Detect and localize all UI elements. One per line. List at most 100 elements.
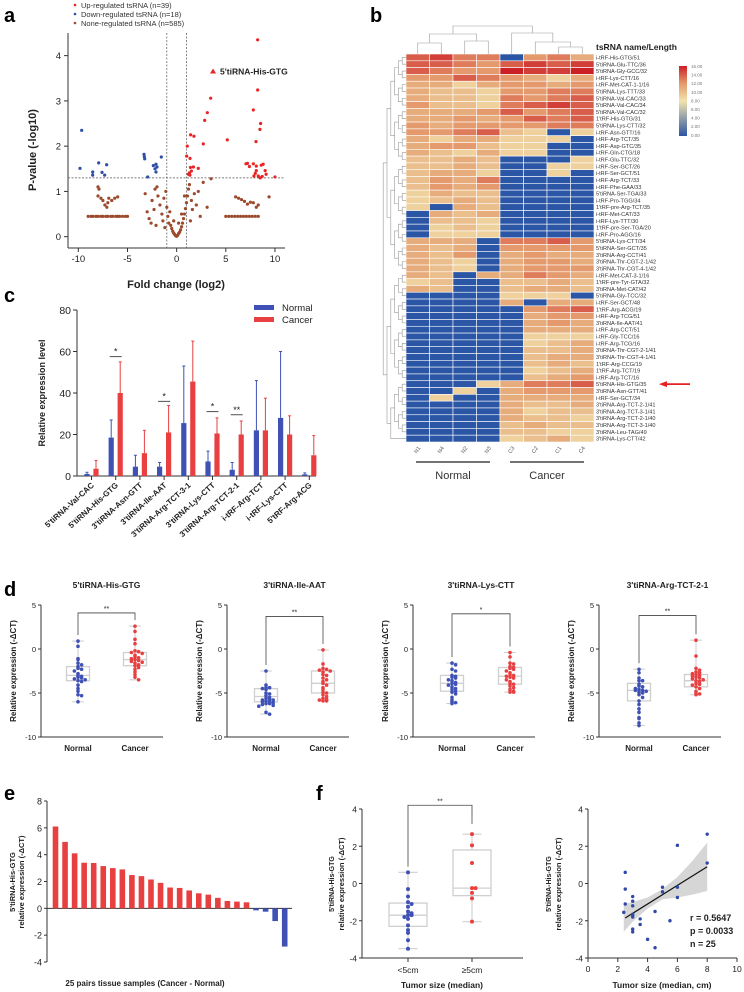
data-point: [406, 946, 410, 951]
heatmap-cell: [523, 128, 548, 136]
heatmap-cell: [429, 74, 454, 82]
heatmap-cell: [523, 312, 548, 320]
y-tick-label: -5: [29, 689, 36, 698]
dendrogram-branch: [401, 193, 406, 201]
row-label: i-tRF-Asp-GTC/35: [596, 144, 641, 150]
data-point: [317, 668, 322, 672]
data-point: [470, 843, 474, 848]
highlight-arrow-icon: [659, 381, 690, 388]
dendrogram-branch: [398, 114, 403, 130]
heatmap-cell: [452, 271, 477, 279]
heatmap-cell: [499, 360, 524, 368]
dendrogram-branch: [401, 111, 406, 119]
data-point: [78, 166, 82, 170]
legend-swatch: [254, 305, 274, 310]
data-point: [236, 196, 241, 200]
data-point: [637, 702, 641, 707]
heatmap-cell: [452, 264, 477, 273]
y-tick-label: 4: [352, 805, 357, 815]
data-point: [191, 165, 195, 169]
row-label: 5'tiRNA-Ser-GCT/35: [596, 246, 647, 252]
data-point: [106, 201, 110, 205]
heatmap-cell: [546, 373, 571, 382]
data-point: [450, 695, 454, 700]
data-point: [511, 662, 516, 666]
heatmap-cell: [429, 373, 454, 382]
heatmap-cell: [429, 101, 454, 109]
heatmap-cell: [499, 434, 524, 443]
heatmap-cell: [429, 244, 454, 252]
dendrogram-branch: [401, 97, 406, 106]
heatmap-cell: [546, 332, 571, 341]
colorbar-tick-label: 4.00: [691, 116, 700, 121]
heatmap-cell: [570, 373, 595, 382]
heatmap-cell: [405, 196, 430, 205]
heatmap-cell: [476, 291, 501, 300]
data-point: [637, 692, 641, 697]
data-point: [76, 689, 80, 694]
column-label: C2: [531, 446, 540, 455]
data-point: [697, 670, 702, 675]
data-point: [453, 676, 458, 680]
heatmap-cell: [476, 414, 501, 422]
x-tick-label: 8: [705, 964, 710, 974]
heatmap-cell: [546, 196, 571, 205]
heatmap-cell: [523, 434, 548, 443]
heatmap-cell: [405, 312, 430, 320]
heatmap-cell: [523, 298, 548, 307]
colorbar: [679, 66, 687, 136]
panel-title: 3'tiRNA-Ile-AAT: [263, 580, 326, 590]
heatmap-cell: [429, 319, 454, 327]
heatmap-cell: [499, 373, 524, 382]
heatmap-cell: [476, 101, 501, 109]
y-tick-label: 8: [37, 797, 42, 807]
heatmap-cell: [405, 210, 430, 218]
heatmap-cell: [476, 114, 501, 123]
heatmap-cell: [429, 108, 454, 116]
significance-bracket: [407, 804, 473, 867]
heatmap-cell: [405, 319, 430, 327]
heatmap-cell: [570, 278, 595, 286]
bar: [186, 890, 192, 909]
data-point: [267, 701, 272, 706]
y-tick-label: 5: [218, 601, 222, 610]
heatmap-cell: [429, 414, 454, 422]
heatmap-cell: [452, 237, 477, 245]
heatmap-cell: [429, 421, 454, 429]
heatmap-cell: [499, 74, 524, 82]
data-point: [453, 686, 458, 691]
heatmap-cell: [499, 237, 524, 245]
y-tick-label: 4: [56, 51, 61, 62]
data-point: [453, 700, 458, 705]
significance-label: *: [211, 402, 215, 412]
heatmap-cell: [546, 155, 571, 164]
bar: [81, 862, 87, 909]
bar: [117, 393, 123, 476]
heatmap-cell: [452, 312, 477, 320]
data-point: [631, 913, 635, 917]
data-point: [261, 162, 265, 166]
heatmap-cell: [523, 428, 548, 436]
data-point: [450, 678, 454, 683]
stat-label: r = 0.5647: [690, 913, 731, 923]
dendrogram-branch: [401, 138, 406, 147]
heatmap-cell: [546, 400, 571, 409]
data-point: [225, 138, 229, 142]
heatmap-cell: [570, 169, 595, 177]
row-label: 3'tiRNA-Met-CAT/42: [596, 287, 646, 293]
heatmap-cell: [546, 278, 571, 286]
data-point: [264, 701, 268, 706]
heatmap-cell: [476, 60, 501, 68]
data-point: [79, 679, 84, 684]
heatmap-cell: [429, 400, 454, 409]
heatmap-cell: [570, 312, 595, 320]
dendrogram-branch: [401, 206, 406, 215]
heatmap-cell: [499, 394, 524, 402]
data-point: [72, 677, 77, 681]
x-tick-label: Cancer: [121, 744, 148, 753]
heatmap-cell: [523, 189, 548, 198]
data-point: [136, 658, 141, 663]
heatmap-cell: [570, 257, 595, 266]
row-label: i-tRF-Arg-CCT/51: [596, 328, 640, 334]
panel-label-b: b: [370, 5, 382, 27]
